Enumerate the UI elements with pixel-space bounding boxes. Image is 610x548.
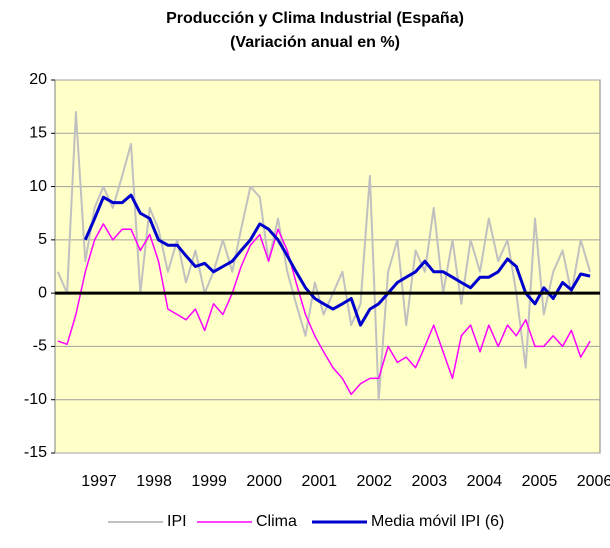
y-tick-label: 10	[29, 178, 47, 195]
series-line	[83, 193, 591, 327]
x-tick-label: 2003	[412, 473, 448, 490]
chart-title: Producción y Clima Industrial (España)	[166, 10, 464, 27]
x-tick-label: 2000	[246, 473, 282, 490]
y-tick-label: 0	[38, 284, 47, 301]
plot-area	[54, 79, 601, 454]
series-line	[57, 223, 591, 396]
x-tick-label: 2001	[301, 473, 337, 490]
y-tick-label: -10	[24, 391, 47, 408]
legend-label: Clima	[256, 513, 297, 530]
legend-label: Media móvil IPI (6)	[371, 513, 504, 530]
y-tick-label: 15	[29, 125, 47, 142]
x-tick-label: 2004	[467, 473, 503, 490]
legend-label: IPI	[167, 513, 187, 530]
series-line	[56, 111, 592, 401]
y-tick-label: 5	[38, 231, 47, 248]
x-tick-label: 1999	[191, 473, 227, 490]
x-tick-label: 2005	[522, 473, 558, 490]
x-tick-label: 1998	[136, 473, 172, 490]
x-tick-label: 2006	[577, 473, 610, 490]
x-tick-label: 1997	[81, 473, 117, 490]
y-tick-label: -15	[24, 444, 47, 461]
chart-subtitle: (Variación anual en %)	[230, 34, 400, 51]
y-tick-label: 20	[29, 71, 47, 88]
y-tick-label: -5	[33, 338, 47, 355]
x-tick-label: 2002	[356, 473, 392, 490]
